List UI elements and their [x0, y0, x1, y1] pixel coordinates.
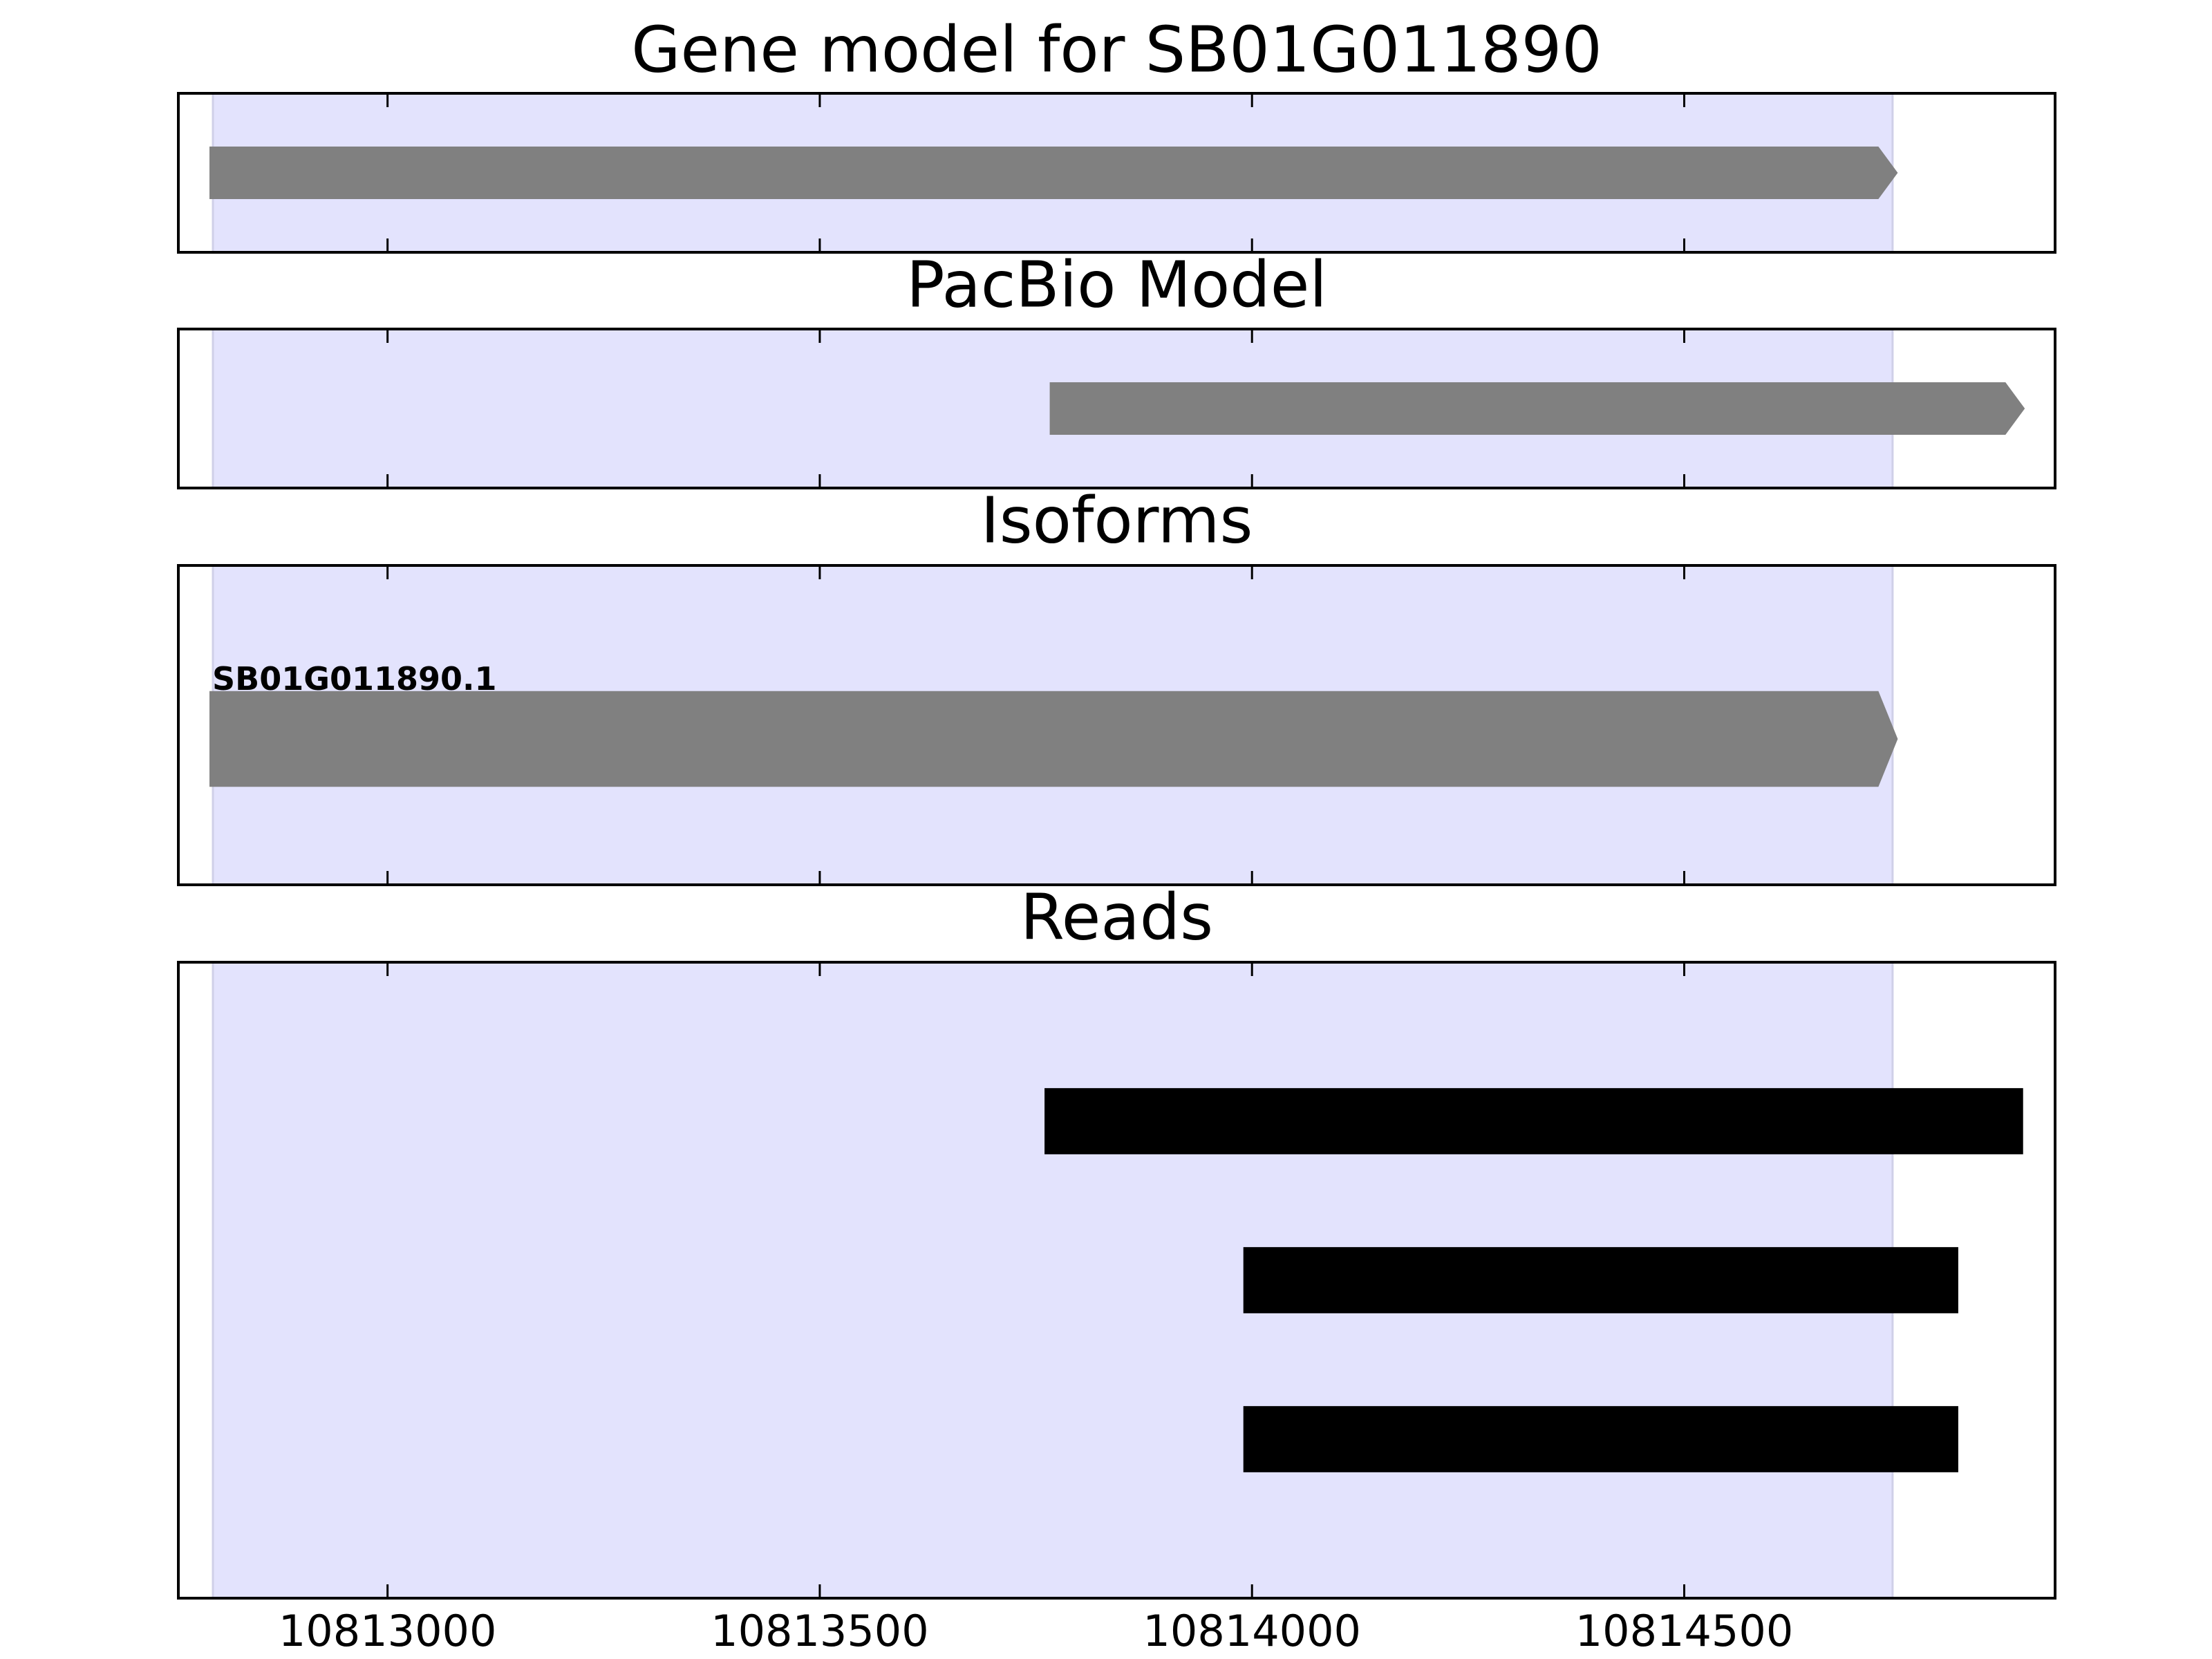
read [1243, 1406, 1958, 1472]
panel-frame [177, 328, 2056, 489]
gene-feature [1049, 382, 2025, 435]
panel-title: Reads [1020, 880, 1213, 954]
read [1044, 1088, 2023, 1154]
x-tick-label: 10813500 [711, 1606, 929, 1656]
x-tick-label: 10814500 [1575, 1606, 1794, 1656]
read [1243, 1247, 1958, 1313]
panel-frame [177, 961, 2056, 1600]
panel-title: PacBio Model [906, 247, 1327, 321]
panel-frame [177, 92, 2056, 254]
panel-title: Isoforms [981, 483, 1253, 557]
x-tick-label: 10814000 [1143, 1606, 1361, 1656]
gene-feature [209, 147, 1898, 199]
panel-title: Gene model for SB01G011890 [631, 12, 1602, 86]
gene-feature [209, 691, 1898, 787]
panel-frame [177, 564, 2056, 886]
feature-label: SB01G011890.1 [212, 660, 496, 697]
x-tick-label: 10813000 [279, 1606, 497, 1656]
